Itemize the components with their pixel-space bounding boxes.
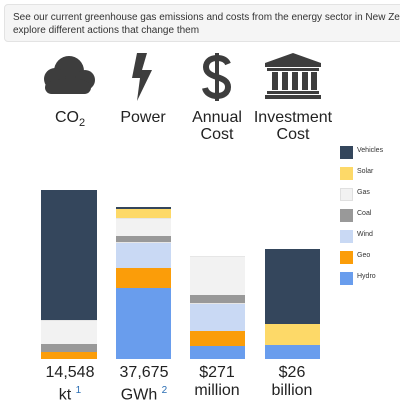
legend-swatch-hydro [340, 272, 353, 285]
co2-unit: kt [58, 386, 72, 404]
legend-swatch-wind [340, 230, 353, 243]
power-label: Power [105, 109, 181, 126]
bar-power-segment-coal [116, 235, 171, 242]
power-label-main: Power [120, 109, 166, 126]
investment-cost-value: $26 [278, 364, 306, 381]
bar-co2-segment-coal [41, 343, 97, 353]
legend-label-geo: Geo [357, 252, 371, 259]
bar-annual-cost-segment-gas [190, 256, 245, 296]
intro-line-2: explore different actions that change th… [13, 25, 200, 36]
bar-annual-cost-segment-wind [190, 303, 245, 332]
bar-power [116, 207, 171, 359]
bar-annual-cost [190, 256, 245, 359]
investment-cost-label: Investment Cost [250, 109, 336, 143]
bar-investment-cost-segment-vehicles [265, 249, 320, 324]
bar-co2 [41, 190, 97, 359]
annual-cost-label-line1: Annual [192, 109, 242, 126]
intro-line-1: See our current greenhouse gas emissions… [13, 12, 400, 23]
bar-power-segment-vehicles [116, 207, 171, 209]
bar-annual-cost-segment-coal [190, 295, 245, 304]
intro-panel: See our current greenhouse gas emissions… [4, 4, 400, 42]
bar-investment-cost [265, 249, 320, 359]
bar-power-segment-gas [116, 217, 171, 236]
investment-cost-label-line1: Investment [253, 109, 333, 126]
annual-cost-unit: million [194, 382, 240, 399]
co2-label-main: CO [54, 109, 79, 126]
power-value: 37,675 [119, 364, 169, 381]
investment-cost-label-line2: Cost [276, 126, 310, 143]
annual-cost-value: $271 [199, 364, 235, 381]
bar-co2-segment-vehicles [41, 190, 97, 321]
power-value-block: 37,675 GWh 2 [104, 364, 184, 404]
co2-value: 14,548 [45, 364, 95, 381]
co2-label: CO2 [30, 109, 110, 132]
lightning-icon [132, 53, 152, 101]
co2-value-block: 14,548 kt 1 [30, 364, 110, 404]
legend-swatch-geo [340, 251, 353, 264]
annual-cost-value-block: $271 million [177, 364, 257, 400]
legend-label-solar: Solar [357, 168, 374, 175]
bar-power-segment-hydro [116, 287, 171, 359]
bar-power-segment-wind [116, 241, 171, 268]
bar-annual-cost-segment-hydro [190, 345, 245, 359]
bar-power-segment-geo [116, 267, 171, 288]
legend-swatch-solar [340, 167, 353, 180]
bar-investment-cost-segment-hydro [265, 344, 320, 359]
bar-co2-segment-geo [41, 352, 97, 359]
power-unit: GWh [120, 386, 158, 404]
bar-annual-cost-segment-geo [190, 331, 245, 346]
dollar-icon [202, 53, 232, 101]
power-footnote-link[interactable]: 2 [161, 385, 168, 396]
legend-swatch-coal [340, 209, 353, 222]
co2-label-sub: 2 [78, 117, 86, 130]
legend-swatch-gas [340, 188, 353, 201]
legend-swatch-vehicles [340, 146, 353, 159]
cloud-icon [44, 56, 95, 94]
legend-label-hydro: Hydro [357, 273, 376, 280]
bank-icon [265, 53, 321, 99]
annual-cost-label: Annual Cost [177, 109, 257, 143]
legend-label-gas: Gas [357, 189, 370, 196]
bar-investment-cost-segment-solar [265, 323, 320, 345]
annual-cost-label-line2: Cost [200, 126, 234, 143]
investment-cost-value-block: $26 billion [252, 364, 332, 400]
investment-cost-unit: billion [271, 382, 313, 399]
legend-label-wind: Wind [357, 231, 373, 238]
bar-power-segment-solar [116, 208, 171, 218]
legend-label-coal: Coal [357, 210, 372, 217]
co2-footnote-link[interactable]: 1 [75, 385, 82, 396]
bar-co2-segment-gas [41, 320, 97, 344]
legend-label-vehicles: Vehicles [357, 147, 384, 154]
